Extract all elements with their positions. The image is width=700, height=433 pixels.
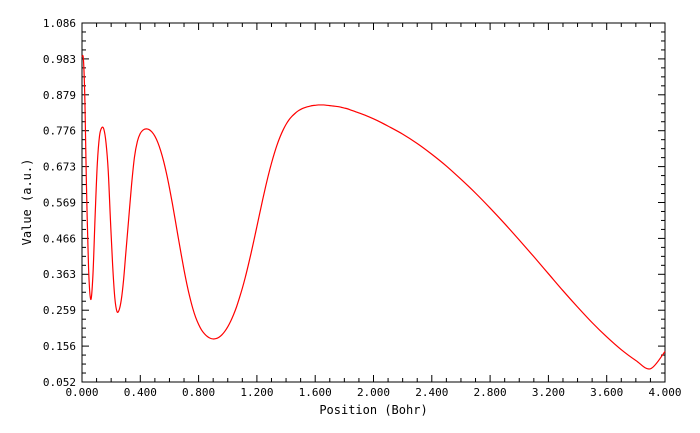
x-tick-label: 0.800 — [182, 386, 215, 399]
y-tick-label: 0.052 — [43, 376, 76, 389]
x-tick-label: 2.800 — [474, 386, 507, 399]
x-tick-label: 0.000 — [65, 386, 98, 399]
x-tick-label: 1.200 — [240, 386, 273, 399]
y-tick-label: 0.879 — [43, 89, 76, 102]
y-axis-title: Value (a.u.) — [20, 159, 34, 246]
axis-tick-labels: 0.000 0.400 0.800 1.200 1.600 2.000 2.400 2.800… — [43, 17, 682, 399]
y-tick-label: 0.466 — [43, 232, 76, 245]
y-tick-label: 0.259 — [43, 304, 76, 317]
x-axis-title: Position (Bohr) — [319, 403, 427, 417]
y-tick-label: 0.983 — [43, 53, 76, 66]
x-tick-label: 0.400 — [124, 386, 157, 399]
axis-ticks — [81, 22, 666, 383]
y-tick-label: 0.673 — [43, 160, 76, 173]
x-tick-label: 3.200 — [532, 386, 565, 399]
y-tick-label: 0.776 — [43, 125, 76, 138]
x-tick-label: 3.600 — [590, 386, 623, 399]
y-tick-label: 0.569 — [43, 197, 76, 210]
y-tick-label: 0.363 — [43, 268, 76, 281]
y-tick-label: 0.156 — [43, 340, 76, 353]
plot-frame — [81, 22, 666, 383]
data-series-line — [81, 54, 666, 370]
x-tick-label: 2.000 — [357, 386, 390, 399]
x-tick-label: 1.600 — [299, 386, 332, 399]
x-tick-label: 2.400 — [415, 386, 448, 399]
y-tick-label: 1.086 — [43, 17, 76, 30]
x-tick-label: 4.000 — [648, 386, 681, 399]
